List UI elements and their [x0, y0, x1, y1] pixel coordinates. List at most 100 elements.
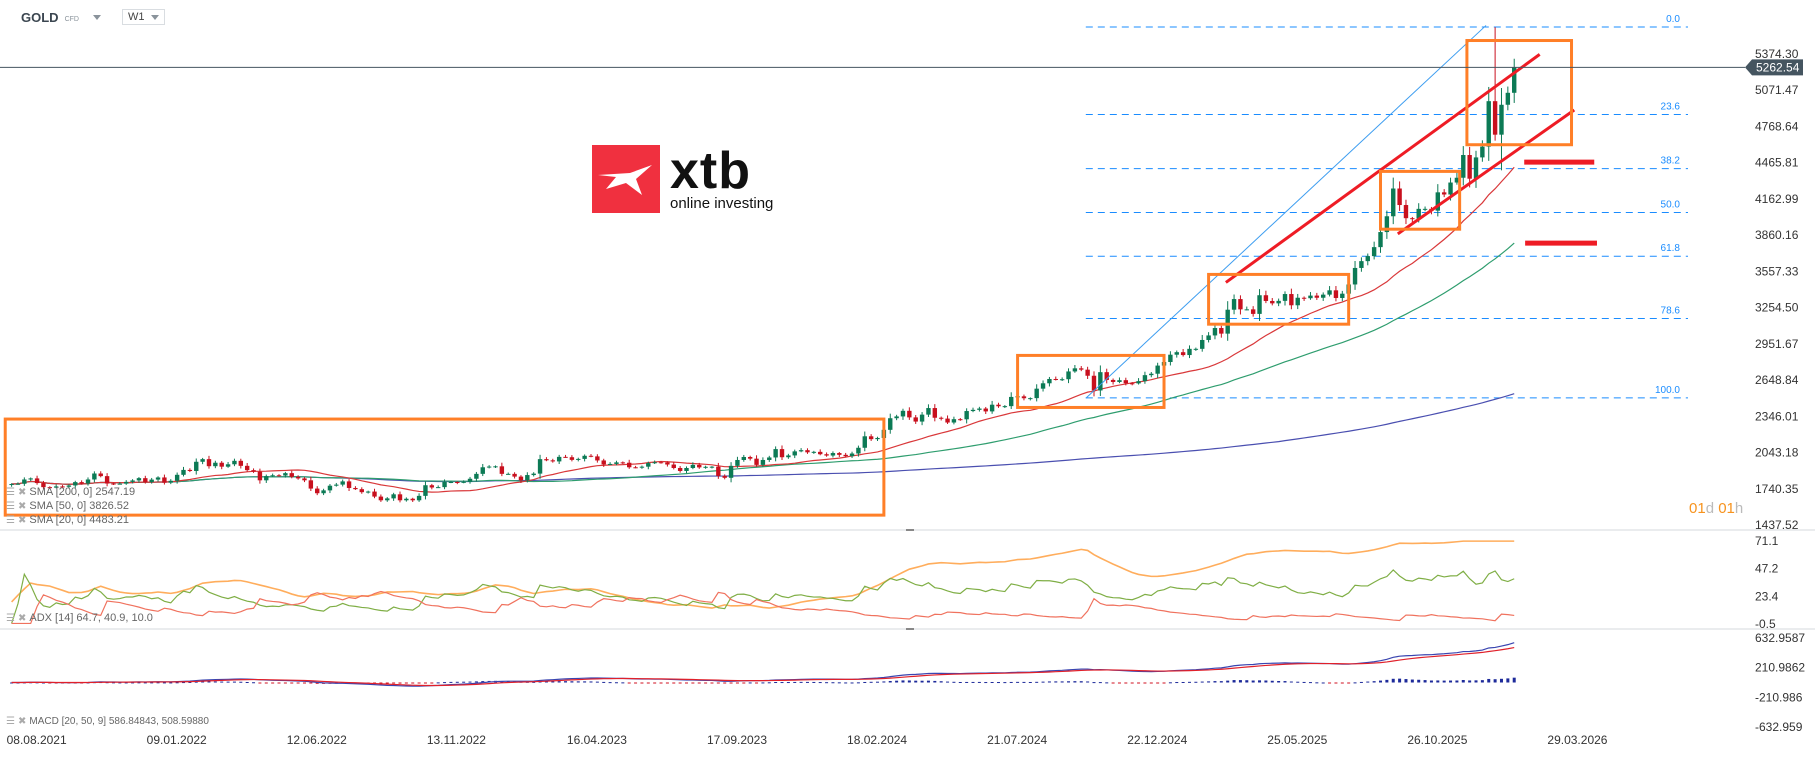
macd-histogram-bar: [614, 682, 618, 684]
macd-histogram-bar: [1302, 681, 1306, 683]
indicator-legend-sma50[interactable]: ☰ ✖ SMA [50, 0] 3826.52: [6, 500, 129, 512]
candle: [117, 482, 123, 485]
candle-body: [404, 498, 409, 501]
candle: [531, 472, 536, 477]
indicator-legend-macd[interactable]: ☰ ✖ MACD [20, 50, 9] 586.84843, 508.59880: [6, 716, 209, 727]
macd-histogram-bar: [1168, 682, 1172, 684]
candle-body: [665, 462, 670, 465]
candle: [244, 462, 250, 472]
close-icon[interactable]: ✖: [17, 514, 27, 526]
fib-level-label: 100.0: [1655, 385, 1680, 396]
candle: [983, 406, 988, 415]
macd-histogram-bar: [1372, 681, 1376, 683]
macd-histogram-bar: [564, 681, 568, 683]
candle-body: [1461, 155, 1466, 178]
countdown-hours: 01: [1718, 500, 1735, 517]
candle: [410, 497, 415, 502]
settings-icon[interactable]: ☰: [6, 514, 15, 526]
candle-body: [1378, 232, 1383, 248]
candle: [168, 479, 173, 485]
candle-body: [684, 467, 689, 471]
macd-histogram-bar: [182, 682, 186, 684]
candle: [1512, 58, 1517, 103]
price-axis-label: 1740.35: [1755, 482, 1799, 496]
macd-histogram-bar: [723, 682, 727, 684]
candle-body: [340, 481, 345, 485]
candle-body: [716, 466, 721, 476]
candle: [486, 465, 492, 469]
candle-body: [47, 487, 53, 489]
candle-body: [818, 451, 823, 455]
macd-histogram-bar: [1308, 682, 1312, 684]
macd-histogram-bar: [1296, 681, 1300, 683]
macd-histogram-bar: [583, 681, 587, 683]
candle: [620, 461, 626, 465]
price-axis-label: 3860.16: [1755, 228, 1799, 242]
candle-body: [1142, 375, 1148, 382]
macd-histogram-bar: [1117, 682, 1121, 684]
candle-body: [735, 459, 740, 466]
candle-body: [416, 495, 422, 501]
fib-level-label: 50.0: [1661, 199, 1681, 210]
candle: [9, 483, 14, 487]
settings-icon[interactable]: ☰: [6, 500, 15, 512]
close-icon[interactable]: ✖: [17, 500, 27, 512]
candle-body: [1384, 216, 1390, 233]
candle: [709, 466, 715, 469]
candle: [1066, 368, 1071, 384]
macd-histogram-bar: [1054, 681, 1058, 683]
candle: [104, 473, 110, 487]
candle: [1002, 405, 1008, 409]
candle: [225, 462, 231, 468]
candle-body: [1250, 309, 1256, 314]
close-icon[interactable]: ✖: [17, 716, 27, 727]
fib-level-label: 0.0: [1666, 14, 1680, 25]
candle-body: [951, 419, 957, 423]
macd-histogram-bar: [506, 681, 510, 683]
candle: [155, 476, 161, 482]
price-axis-label: 2346.01: [1755, 409, 1799, 423]
close-icon[interactable]: ✖: [17, 486, 27, 498]
macd-histogram-bar: [735, 682, 739, 684]
macd-histogram-bar: [1404, 679, 1408, 683]
indicator-legend-sma200[interactable]: ☰ ✖ SMA [200, 0] 2547.19: [6, 486, 135, 498]
candle: [1180, 349, 1186, 357]
settings-icon[interactable]: ☰: [6, 716, 15, 727]
candle: [665, 461, 670, 467]
timeframe-value: W1: [128, 11, 145, 23]
settings-icon[interactable]: ☰: [6, 486, 15, 498]
macd-histogram-bar: [1232, 680, 1236, 683]
chevron-down-icon[interactable]: [92, 15, 101, 20]
macd-histogram-bar: [729, 682, 733, 684]
candle-body: [423, 485, 428, 496]
candle-body: [1505, 92, 1511, 105]
macd-histogram-bar: [704, 682, 708, 684]
candle-body: [588, 455, 594, 457]
candle-body: [276, 475, 282, 477]
candle-body: [73, 482, 78, 486]
candle: [1352, 260, 1358, 290]
candle-body: [1397, 188, 1402, 206]
candle-body: [1359, 261, 1364, 268]
candle: [1467, 146, 1472, 188]
candle-body: [888, 418, 893, 430]
candle-body: [1473, 157, 1479, 179]
macd-histogram-bar: [793, 681, 797, 683]
timeframe-dropdown[interactable]: W1: [122, 9, 165, 25]
indicator-legend-adx[interactable]: ☰ ✖ ADX [14] 64.7, 40.9, 10.0: [6, 612, 153, 624]
candle: [66, 484, 72, 489]
candle: [626, 459, 632, 469]
indicator-legend-sma20[interactable]: ☰ ✖ SMA [20, 0] 4483.21: [6, 514, 129, 526]
macd-histogram-bar: [1270, 680, 1274, 683]
macd-histogram-bar: [831, 682, 835, 684]
macd-histogram-bar: [748, 682, 752, 684]
candle-body: [225, 464, 231, 467]
candle: [404, 497, 409, 502]
current-price-badge: [1745, 59, 1803, 76]
symbol-selector[interactable]: GOLD CFD: [21, 10, 101, 25]
close-icon[interactable]: ✖: [17, 612, 27, 624]
candle-body: [499, 466, 505, 474]
candle: [1028, 397, 1033, 401]
settings-icon[interactable]: ☰: [6, 612, 15, 624]
